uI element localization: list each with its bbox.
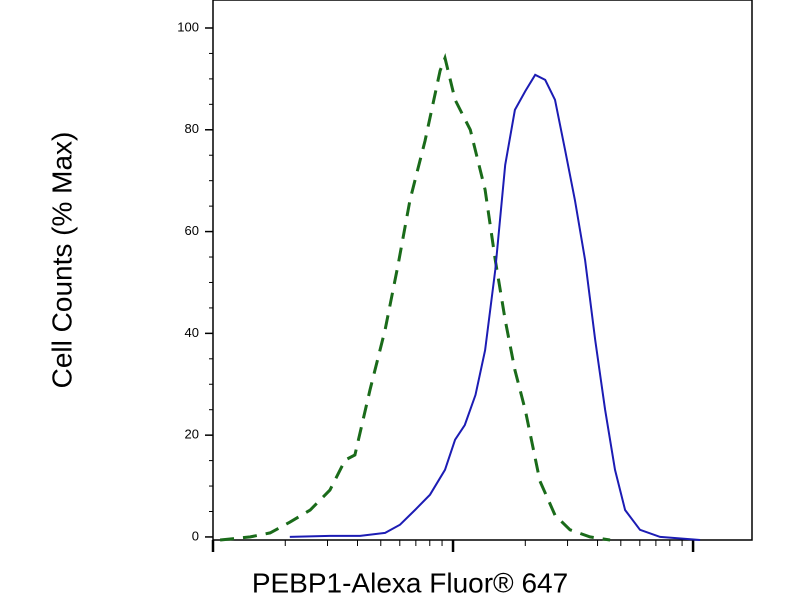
histogram-line: [289, 73, 701, 541]
histogram-line: [219, 52, 611, 542]
y-tick-label: 60: [185, 223, 199, 238]
y-axis-title: Cell Counts (% Max): [46, 132, 77, 389]
y-tick-label: 20: [185, 427, 199, 442]
x-axis-title: PEBP1-Alexa Fluor® 647: [252, 567, 568, 598]
y-tick-label: 100: [177, 19, 199, 34]
y-tick-label: 0: [192, 528, 199, 543]
y-tick-label: 80: [185, 121, 199, 136]
y-tick-label: 40: [185, 325, 199, 340]
plot-frame: [212, 0, 753, 541]
